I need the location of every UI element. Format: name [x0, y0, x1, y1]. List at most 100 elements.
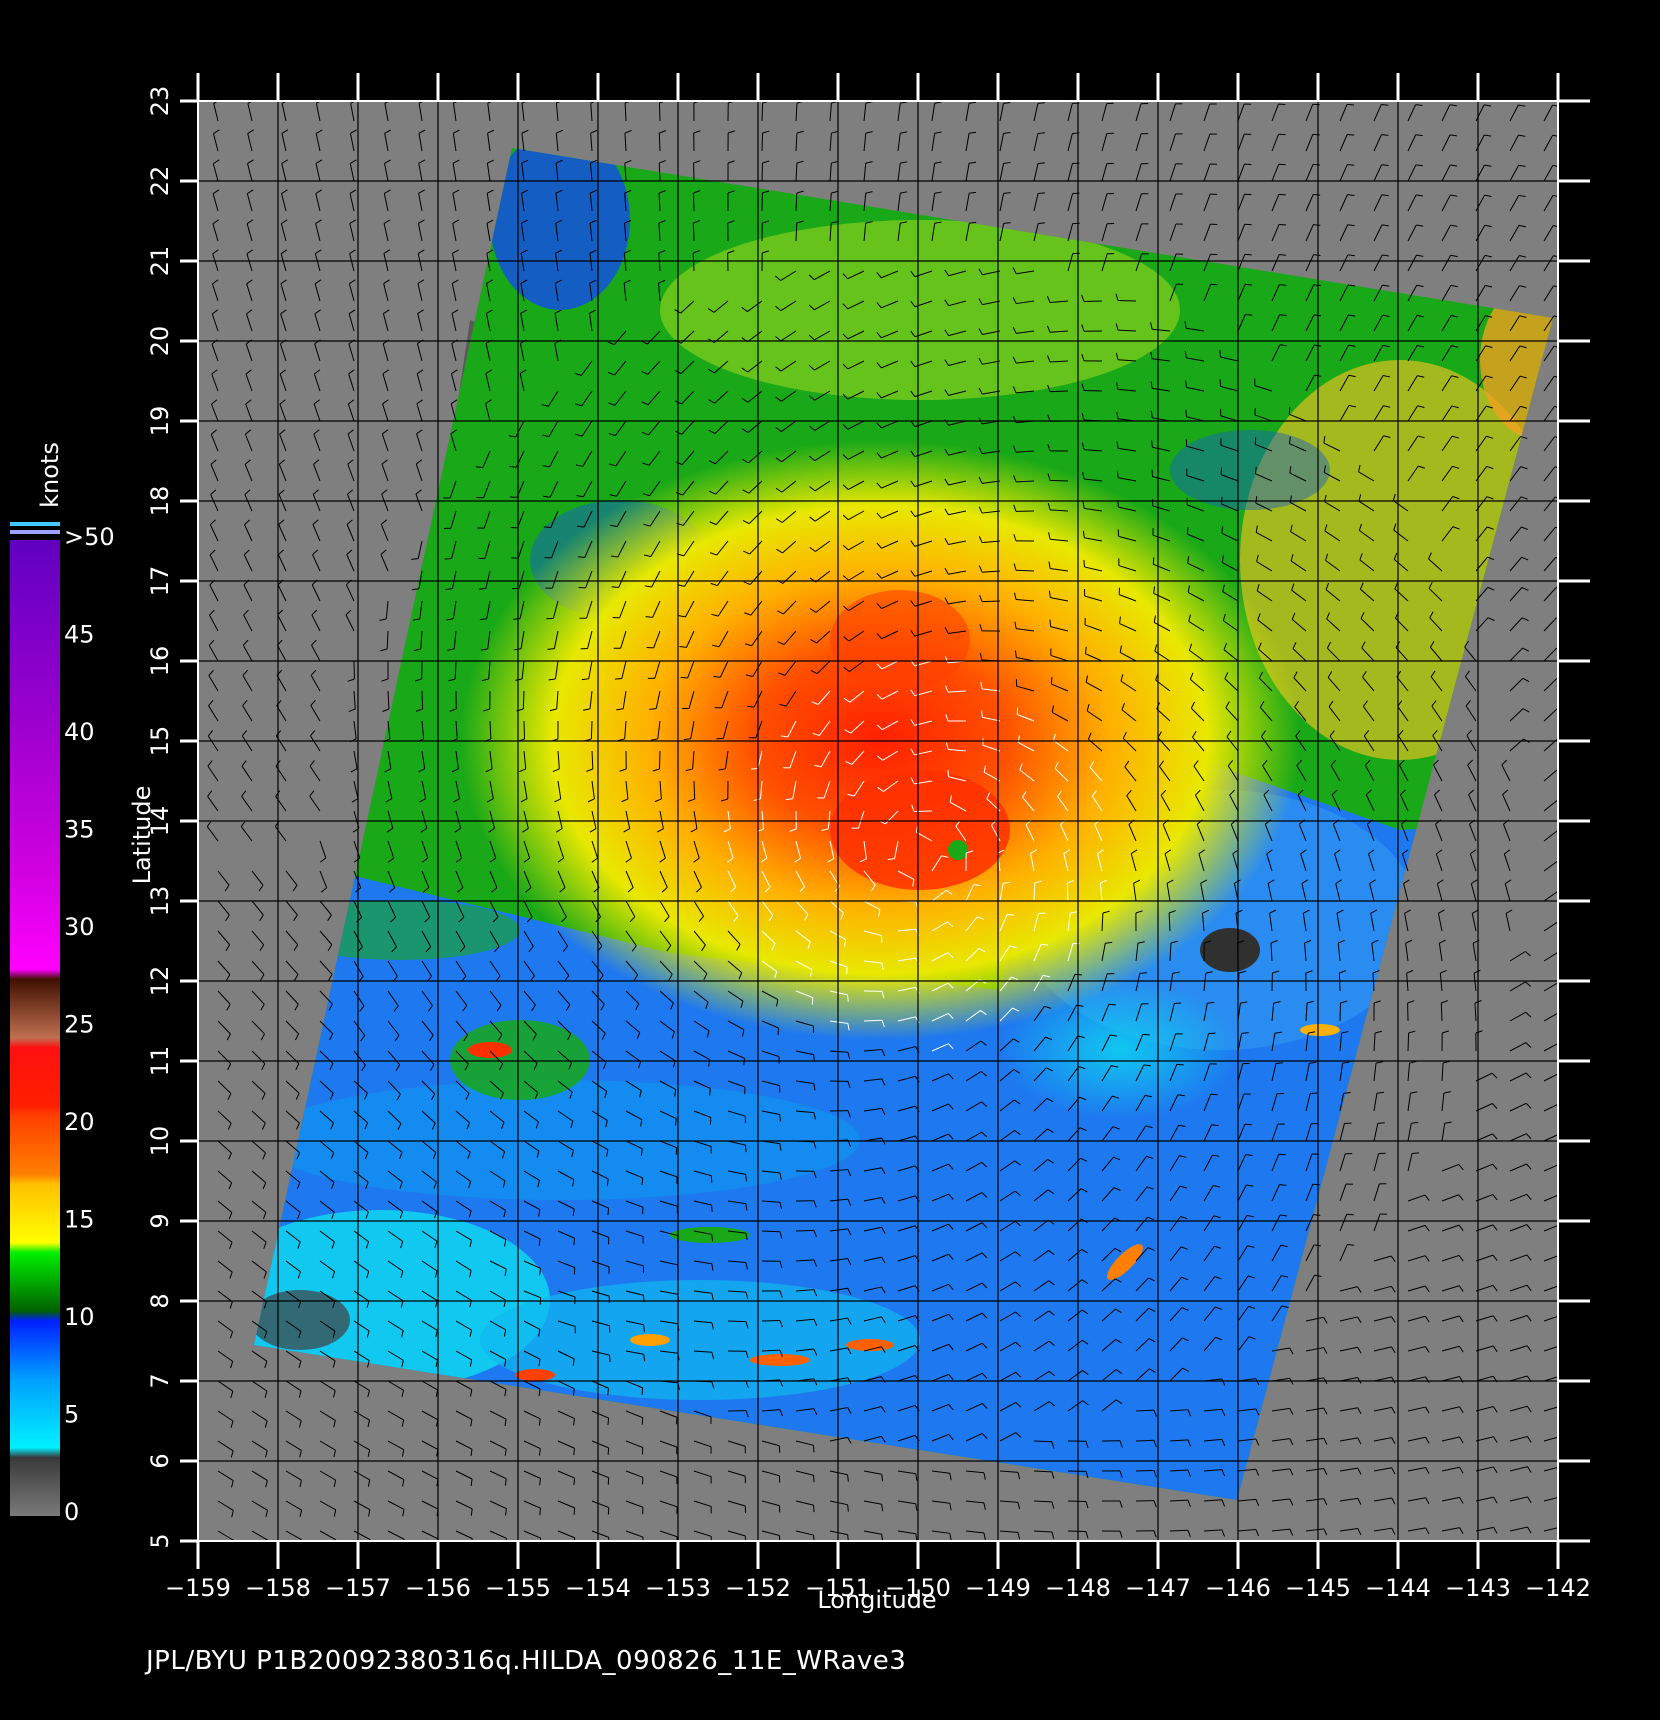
wind-barb-staff — [489, 1140, 505, 1152]
wind-barb-flag — [831, 190, 839, 194]
wind-barb-staff — [693, 840, 700, 859]
wind-barb-staff — [965, 1252, 983, 1262]
wind-barb-staff — [750, 600, 763, 616]
wind-barb-flag — [1323, 1528, 1328, 1536]
wind-barb-staff — [795, 1080, 814, 1085]
wind-barb-staff — [795, 900, 809, 915]
wind-barb-flag — [1358, 523, 1362, 531]
wind-barb-flag — [1047, 355, 1051, 363]
wind-barb-staff — [1360, 618, 1375, 632]
wind-barb-flag — [696, 886, 702, 893]
wind-barb-staff — [693, 1500, 712, 1507]
wind-barb-staff — [1407, 224, 1417, 242]
wind-barb-flag — [779, 1143, 782, 1151]
wind-barb-flag — [776, 610, 784, 615]
wind-barb-flag — [845, 761, 853, 765]
wind-barb-staff — [353, 840, 361, 859]
wind-barb-flag — [246, 219, 254, 225]
wind-barb-flag — [1003, 132, 1011, 134]
wind-barb-staff — [484, 540, 491, 559]
wind-barb-flag — [610, 524, 618, 528]
wind-barb-staff — [1118, 447, 1137, 452]
wind-barb-flag — [1425, 1527, 1430, 1535]
wind-barb-staff — [948, 776, 967, 782]
wind-barb-staff — [1121, 709, 1137, 722]
wind-barb-staff — [1371, 943, 1375, 962]
wind-barb-staff — [1430, 646, 1443, 662]
wind-barb-staff — [1407, 1315, 1426, 1322]
wind-barb-staff — [1407, 1255, 1426, 1262]
wind-barb-staff — [727, 1440, 746, 1447]
wind-barb-flag — [212, 249, 219, 255]
wind-barb-staff — [1475, 1224, 1494, 1232]
wind-barb-flag — [1346, 103, 1355, 106]
wind-barb-flag — [454, 827, 461, 833]
wind-barb-flag — [230, 1450, 234, 1458]
wind-barb-flag — [455, 857, 463, 863]
wind-barb-staff — [387, 1320, 404, 1332]
wind-barb-staff — [421, 1290, 438, 1302]
wind-barb-staff — [251, 930, 265, 946]
wind-barb-flag — [297, 1241, 301, 1249]
wind-barb-flag — [603, 1062, 607, 1069]
wind-barb-flag — [813, 1378, 818, 1386]
wind-barb-staff — [1339, 344, 1349, 362]
wind-barb-flag — [401, 1419, 405, 1427]
wind-barb-staff — [557, 1170, 575, 1181]
wind-barb-staff — [1305, 1093, 1311, 1112]
wind-barb-staff — [863, 1167, 882, 1172]
wind-barb-staff — [881, 660, 899, 670]
wind-barb-staff — [847, 330, 865, 340]
wind-barb-flag — [274, 820, 280, 827]
wind-barb-staff — [829, 1258, 848, 1262]
wind-barb-staff — [659, 1080, 677, 1091]
wind-barb-flag — [969, 101, 977, 104]
wind-barb-staff — [1169, 1124, 1180, 1142]
wind-barb-flag — [1258, 671, 1264, 679]
wind-barb-flag — [659, 130, 667, 134]
colorbar-cap-2 — [10, 530, 60, 534]
wind-barb-staff — [897, 1285, 916, 1292]
wind-barb-flag — [1329, 730, 1335, 737]
wind-barb-flag — [1416, 314, 1424, 318]
wind-barb-flag — [381, 459, 388, 465]
wind-barb-flag — [451, 768, 459, 773]
wind-barb-staff — [591, 1050, 607, 1063]
wind-barb-staff — [761, 1050, 780, 1058]
wind-barb-staff — [246, 253, 253, 272]
wind-barb-flag — [401, 1330, 404, 1338]
wind-barb-flag — [469, 1270, 472, 1278]
wind-barb-staff — [1373, 435, 1385, 452]
wind-barb-staff — [209, 584, 219, 602]
wind-barb-staff — [965, 1433, 983, 1442]
wind-barb-flag — [742, 458, 749, 464]
wind-barb-staff — [795, 1530, 814, 1536]
wind-barb-flag — [279, 429, 286, 435]
x-tick-label: −146 — [1205, 1574, 1271, 1602]
wind-barb-staff — [387, 1110, 402, 1124]
wind-barb-staff — [1237, 1184, 1247, 1202]
wind-barb-staff — [1335, 883, 1341, 902]
wind-barb-staff — [1407, 1224, 1426, 1232]
wind-barb-flag — [485, 399, 492, 404]
wind-barb-staff — [1271, 1245, 1282, 1262]
wind-barb-flag — [944, 597, 949, 605]
wind-barb-staff — [727, 1020, 745, 1031]
wind-barb-flag — [501, 1122, 505, 1130]
wind-barb-staff — [999, 1007, 1013, 1022]
wind-barb-flag — [674, 1118, 677, 1126]
wind-barb-flag — [555, 828, 563, 833]
wind-barb-flag — [705, 1001, 709, 1009]
wind-barb-staff — [210, 494, 219, 512]
wind-barb-staff — [251, 1470, 268, 1481]
wind-barb-flag — [229, 1301, 233, 1309]
wind-barb-flag — [1013, 1038, 1020, 1043]
wind-barb-staff — [931, 1343, 949, 1352]
wind-barb-staff — [1237, 1124, 1246, 1142]
wind-barb-staff — [311, 644, 321, 662]
wind-barb-flag — [315, 129, 323, 134]
wind-barb-flag — [419, 798, 426, 803]
wind-barb-staff — [1033, 913, 1039, 932]
wind-barb-flag — [978, 948, 986, 953]
wind-barb-flag — [944, 329, 950, 336]
